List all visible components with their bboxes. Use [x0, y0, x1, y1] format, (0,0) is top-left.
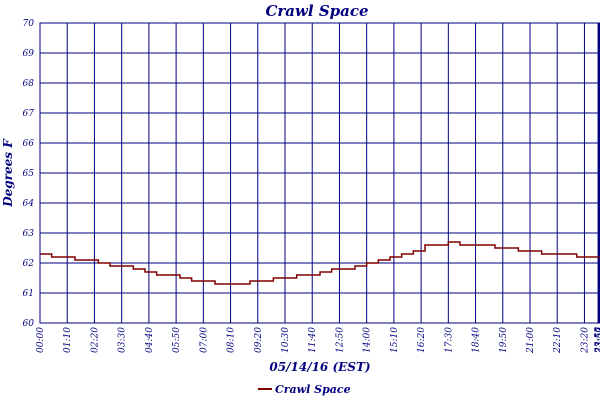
x-tick-label-22:10: 22:10	[553, 327, 563, 354]
legend: Crawl Space	[258, 383, 351, 396]
x-tick-label-19:50: 19:50	[499, 327, 509, 353]
chart-title: Crawl Space	[265, 2, 368, 20]
plot-border	[39, 22, 600, 324]
y-tick-label-68: 68	[23, 79, 35, 89]
x-tick-label-23:57: 23:57	[595, 327, 600, 354]
legend-label-crawl-space: Crawl Space	[275, 383, 351, 396]
x-tick-label-05:50: 05:50	[172, 327, 182, 353]
x-tick-label-23:20: 23:20	[580, 327, 590, 354]
x-tick-label-12:50: 12:50	[335, 327, 345, 353]
x-tick-label-16:20: 16:20	[417, 327, 427, 353]
y-tick-label-61: 61	[23, 289, 34, 299]
x-tick-label-23:55: 23:55	[594, 327, 600, 354]
x-tick-label-23:59: 23:59	[596, 327, 600, 354]
x-tick-label-02:20: 02:20	[90, 327, 100, 353]
y-tick-label-67: 67	[23, 109, 35, 119]
y-axis-label: Degrees F	[1, 138, 15, 208]
x-tick-label-11:40: 11:40	[308, 327, 318, 353]
y-tick-label-70: 70	[23, 19, 35, 29]
x-tick-label-00:00: 00:00	[36, 327, 46, 353]
x-tick-label-01:10: 01:10	[63, 327, 73, 353]
x-tick-label-17:30: 17:30	[444, 327, 454, 353]
x-tick-label-10:30: 10:30	[281, 327, 291, 353]
y-tick-label-66: 66	[23, 139, 35, 149]
y-tick-label-60: 60	[23, 319, 35, 329]
x-tick-labels: 00:00 01:10 02:20 03:30 04:40 05:50 07:00 08:10…	[36, 327, 600, 354]
x-tick-label-04:40: 04:40	[145, 327, 155, 353]
x-tick-label-07:00: 07:00	[199, 327, 209, 353]
y-tick-label-62: 62	[23, 259, 35, 269]
series-layer	[40, 241, 600, 285]
x-axis-label: 05/14/16 (EST)	[269, 360, 370, 374]
y-tick-label-65: 65	[23, 169, 35, 179]
x-tick-label-09:20: 09:20	[254, 327, 264, 353]
y-tick-label-63: 63	[23, 229, 35, 239]
x-tick-label-21:00: 21:00	[526, 327, 536, 354]
series-line-crawl-space	[40, 241, 600, 285]
y-tick-label-64: 64	[23, 199, 35, 209]
x-tick-label-18:40: 18:40	[472, 327, 482, 353]
x-tick-label-14:00: 14:00	[363, 327, 373, 353]
x-tick-label-08:10: 08:10	[227, 327, 237, 353]
x-tick-label-03:30: 03:30	[118, 327, 128, 353]
y-tick-labels: 60 61 62 63 64 65 66 67 68 69 70	[23, 19, 35, 329]
x-tick-label-15:10: 15:10	[390, 327, 400, 353]
y-tick-label-69: 69	[23, 49, 35, 59]
